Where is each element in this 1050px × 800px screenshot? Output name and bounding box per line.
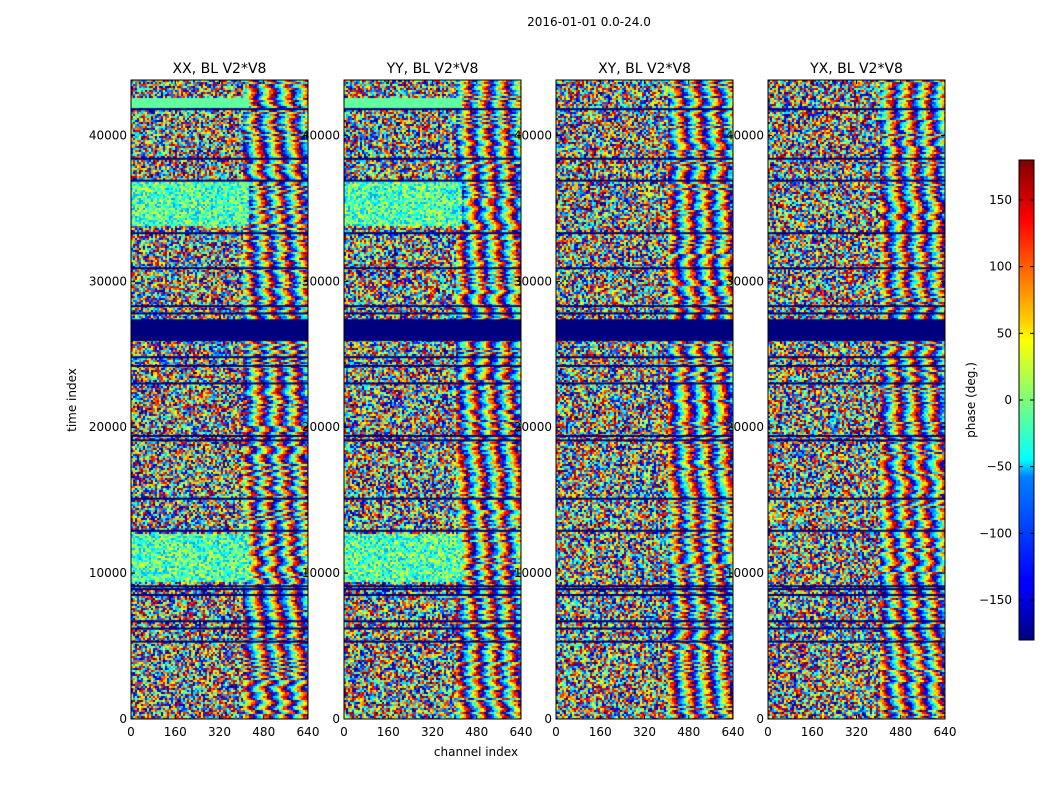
x-tick-label: 320	[208, 725, 231, 739]
y-tick-label: 0	[756, 712, 764, 726]
colorbar: −150 −100 −50 0 50 100 150 phase (deg.)	[964, 159, 1035, 641]
x-tick-label: 640	[510, 725, 533, 739]
y-tick-label: 40000	[302, 128, 340, 142]
y-tick-label: 10000	[514, 566, 552, 580]
y-tick-label: 40000	[89, 128, 127, 142]
x-tick-label: 160	[589, 725, 612, 739]
x-tick-label: 640	[934, 725, 957, 739]
heatmap-image	[131, 80, 308, 719]
x-tick-label: 0	[552, 725, 560, 739]
y-tick-label: 10000	[726, 566, 764, 580]
x-tick-label: 0	[340, 725, 348, 739]
x-tick-label: 160	[377, 725, 400, 739]
y-axis-label: time index	[65, 368, 79, 432]
x-tick-label: 480	[889, 725, 912, 739]
x-tick-label: 480	[252, 725, 275, 739]
y-tick-label: 20000	[514, 420, 552, 434]
colorbar-tick-label: −100	[979, 526, 1012, 540]
colorbar-tick-label: −50	[987, 460, 1012, 474]
x-tick-label: 480	[465, 725, 488, 739]
colorbar-label: phase (deg.)	[964, 362, 978, 438]
panel-4: YX, BL V2*V8 0 160 320 480 640 0 10000 20000 3000…	[726, 61, 957, 739]
y-tick-label: 10000	[302, 566, 340, 580]
x-tick-label: 480	[677, 725, 700, 739]
x-tick-label: 160	[801, 725, 824, 739]
panel-2: YY, BL V2*V8 0 160 320 480 640 0 10000 20000 3000…	[302, 61, 533, 739]
y-tick-label: 0	[332, 712, 340, 726]
x-tick-label: 320	[845, 725, 868, 739]
colorbar-tick-label: 0	[1004, 393, 1012, 407]
y-tick-label: 40000	[514, 128, 552, 142]
x-tick-label: 640	[722, 725, 745, 739]
x-tick-label: 160	[164, 725, 187, 739]
y-tick-label: 0	[544, 712, 552, 726]
suptitle: 2016-01-01 0.0-24.0	[527, 15, 651, 29]
y-tick-label: 20000	[726, 420, 764, 434]
panel-title: YX, BL V2*V8	[809, 61, 903, 77]
x-tick-label: 320	[633, 725, 656, 739]
colorbar-tick-label: 100	[989, 260, 1012, 274]
y-tick-label: 30000	[514, 274, 552, 288]
panel-1: XX, BL V2*V8 0 160 320 480 640 0 10000 20000 3000…	[89, 61, 320, 739]
y-tick-label: 20000	[302, 420, 340, 434]
panel-title: XX, BL V2*V8	[173, 61, 267, 77]
y-tick-label: 20000	[89, 420, 127, 434]
panel-title: XY, BL V2*V8	[598, 61, 691, 77]
heatmap-image	[768, 80, 945, 719]
x-tick-label: 0	[127, 725, 135, 739]
panel-3: XY, BL V2*V8 0 160 320 480 640 0 10000 20000 3000…	[514, 61, 745, 739]
y-tick-label: 0	[119, 712, 127, 726]
heatmap-image	[344, 80, 521, 719]
heatmap-image	[556, 80, 733, 719]
y-tick-label: 30000	[89, 274, 127, 288]
colorbar-tick-label: −150	[979, 593, 1012, 607]
x-tick-label: 0	[764, 725, 772, 739]
y-tick-label: 40000	[726, 128, 764, 142]
x-axis-label: channel index	[434, 745, 518, 759]
x-tick-label: 640	[297, 725, 320, 739]
colorbar-tick-label: 50	[997, 326, 1012, 340]
y-tick-label: 30000	[726, 274, 764, 288]
x-tick-label: 320	[421, 725, 444, 739]
panel-title: YY, BL V2*V8	[386, 61, 479, 77]
y-tick-label: 30000	[302, 274, 340, 288]
y-tick-label: 10000	[89, 566, 127, 580]
colorbar-tick-label: 150	[989, 193, 1012, 207]
